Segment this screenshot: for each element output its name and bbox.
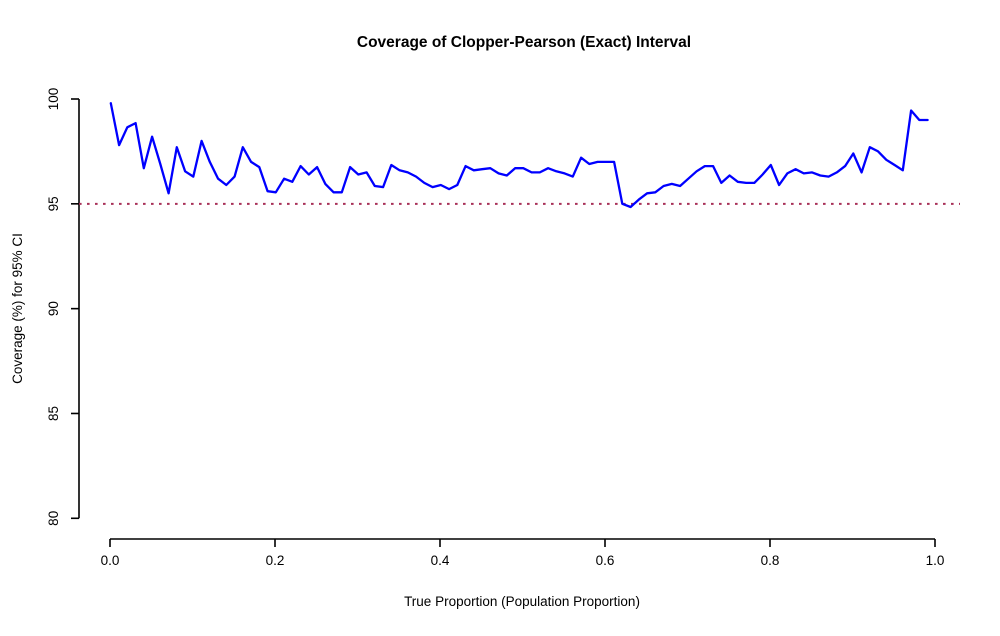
x-tick-label: 0.8 [761,553,780,568]
x-tick-label: 0.4 [431,553,450,568]
chart-title: Coverage of Clopper-Pearson (Exact) Inte… [357,34,691,51]
x-tick-label: 0.2 [266,553,285,568]
x-axis-ticks: 0.0 0.2 0.4 0.6 0.8 1.0 [101,539,945,568]
y-tick-label: 100 [46,88,61,111]
y-tick-label: 95 [46,196,61,211]
y-tick-label: 85 [46,406,61,421]
y-axis-ticks: 80 85 90 95 100 [46,88,79,526]
y-axis-title: Coverage (%) for 95% CI [10,233,25,384]
x-tick-label: 0.6 [596,553,615,568]
x-axis-title: True Proportion (Population Proportion) [404,594,640,609]
y-tick-label: 90 [46,301,61,316]
y-tick-label: 80 [46,511,61,526]
coverage-line [109,102,929,209]
x-tick-label: 0.0 [101,553,120,568]
x-tick-label: 1.0 [926,553,945,568]
